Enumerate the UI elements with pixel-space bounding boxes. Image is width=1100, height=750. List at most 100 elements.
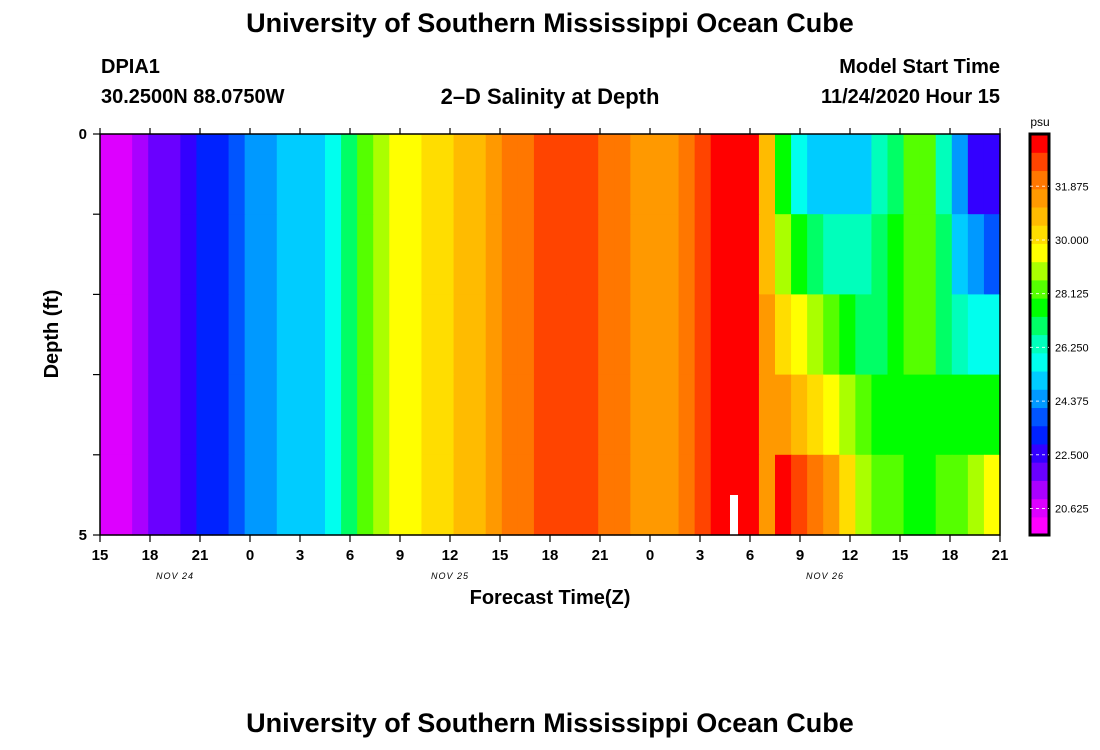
heatmap-cell <box>421 134 439 215</box>
heatmap-cell <box>437 214 455 295</box>
heatmap-cell <box>742 294 760 376</box>
date-label: NOV 24 <box>156 571 194 581</box>
heatmap-cell <box>662 214 680 295</box>
heatmap-cell <box>325 214 342 295</box>
heatmap-cell <box>228 294 246 376</box>
heatmap-cell <box>212 134 230 215</box>
heatmap-cell <box>148 134 165 215</box>
heatmap-cell <box>903 294 921 376</box>
heatmap-cell <box>823 214 840 295</box>
heatmap-cell <box>582 294 599 376</box>
heatmap-cell <box>839 214 856 295</box>
heatmap-cell <box>983 454 1001 536</box>
heatmap-cell <box>100 214 117 295</box>
heatmap-cell <box>276 134 294 215</box>
heatmap-cell <box>421 454 439 536</box>
heatmap-cell <box>132 374 149 456</box>
x-tick-label: 21 <box>592 547 609 564</box>
heatmap-cell <box>180 214 198 295</box>
heatmap-cell <box>148 374 165 456</box>
heatmap-cell <box>550 214 567 295</box>
heatmap-cell <box>389 374 406 456</box>
heatmap-cell <box>276 454 294 536</box>
heatmap-cell <box>501 134 519 215</box>
heatmap-cell <box>742 454 760 536</box>
x-tick-label: 6 <box>746 547 754 564</box>
heatmap-cell <box>116 374 133 456</box>
x-tick-label: 18 <box>542 547 559 564</box>
heatmap-cell <box>951 214 969 295</box>
heatmap-cell <box>871 374 889 456</box>
heatmap-cell <box>453 214 471 295</box>
heatmap-cell <box>903 134 921 215</box>
heatmap-cell <box>228 214 246 295</box>
colorbar-tick-label: 22.500 <box>1055 450 1089 462</box>
heatmap-cell <box>533 294 551 376</box>
heatmap-cell <box>260 374 278 456</box>
heatmap-cell <box>308 374 326 456</box>
heatmap-cell <box>485 374 503 456</box>
x-tick-label: 3 <box>696 547 704 564</box>
heatmap-cell <box>517 294 535 376</box>
colorbar-swatch <box>1030 480 1049 500</box>
heatmap-cell <box>983 214 1001 295</box>
heatmap-cell <box>228 374 246 456</box>
heatmap-cell <box>742 214 760 295</box>
heatmap-cell <box>196 214 214 295</box>
heatmap-cell <box>630 454 648 536</box>
heatmap-cell <box>389 214 406 295</box>
heatmap-cell <box>646 294 664 376</box>
heatmap-cell <box>533 214 551 295</box>
colorbar-swatch <box>1030 498 1049 518</box>
heatmap-cell <box>276 214 294 295</box>
heatmap-cell <box>871 454 889 536</box>
heatmap-cell <box>871 214 889 295</box>
heatmap-cell <box>775 454 792 536</box>
station-coordinates: 30.2500N 88.0750W <box>101 86 285 108</box>
heatmap-cell <box>807 454 824 536</box>
colorbar-swatch <box>1030 516 1049 536</box>
heatmap-cell <box>421 374 439 456</box>
station-id: DPIA1 <box>101 56 160 78</box>
heatmap-cell <box>887 134 905 215</box>
heatmap-cell <box>389 454 406 536</box>
heatmap-cell <box>325 294 342 376</box>
colorbar-unit: psu <box>1030 115 1049 129</box>
x-tick-label: 6 <box>346 547 354 564</box>
heatmap-cell <box>919 214 937 295</box>
heatmap-cell <box>244 374 262 456</box>
heatmap-cell <box>373 214 390 295</box>
heatmap-cell <box>678 134 696 215</box>
heatmap-cell <box>341 134 358 215</box>
heatmap-cell <box>373 134 390 215</box>
heatmap-cell <box>839 294 856 376</box>
x-tick-label: 21 <box>192 547 209 564</box>
heatmap-cell <box>726 294 744 376</box>
heatmap-cell <box>967 454 985 536</box>
date-label: NOV 26 <box>806 571 844 581</box>
heatmap-cell <box>308 454 326 536</box>
heatmap-cell <box>373 374 390 456</box>
heatmap-cell <box>180 294 198 376</box>
heatmap-cell <box>823 374 840 456</box>
heatmap-cell <box>437 374 455 456</box>
heatmap-cell <box>196 134 214 215</box>
heatmap-cell <box>582 454 599 536</box>
heatmap-cell <box>292 454 310 536</box>
heatmap-cell <box>308 134 326 215</box>
heatmap-cell <box>533 374 551 456</box>
x-tick-label: 18 <box>942 547 959 564</box>
heatmap-cell <box>517 134 535 215</box>
heatmap-cell <box>212 294 230 376</box>
heatmap-cell <box>308 214 326 295</box>
heatmap-cell <box>823 134 840 215</box>
colorbar-swatch <box>1030 462 1049 481</box>
heatmap-cell <box>260 134 278 215</box>
x-tick-label: 9 <box>796 547 804 564</box>
heatmap-cell <box>630 214 648 295</box>
heatmap-cell <box>517 454 535 536</box>
heatmap-cell <box>341 454 358 536</box>
heatmap-cell <box>614 294 631 376</box>
heatmap-cell <box>887 374 905 456</box>
heatmap-cell <box>132 214 149 295</box>
